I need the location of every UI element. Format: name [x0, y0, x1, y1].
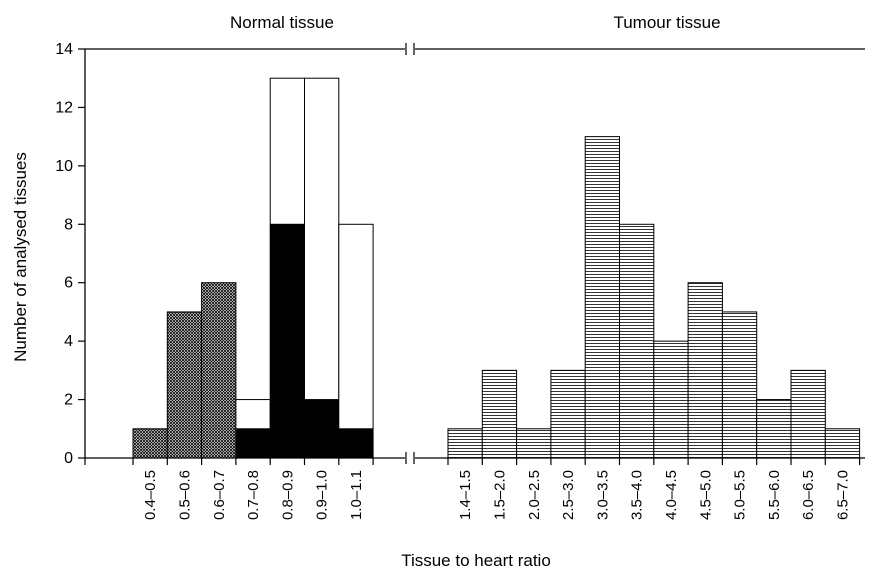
x-tick-label: 3.0–3.5: [594, 470, 611, 520]
y-tick-label: 2: [64, 392, 73, 409]
bar-normal-1-s0: [166, 311, 203, 459]
bar-normal-2-s0: [201, 282, 237, 459]
bar-tumour-6-s0: [653, 340, 689, 459]
x-tick-label: 0.6–0.7: [211, 470, 228, 520]
panel-title-normal: Normal tissue: [230, 13, 334, 32]
bar-tumour-3-s0: [550, 369, 586, 459]
x-tick-label: 4.5–5.0: [697, 470, 714, 520]
labels-layer: Normal tissue Tumour tissue Number of an…: [11, 13, 721, 570]
y-tick-label: 10: [55, 158, 73, 175]
x-tick-label: 5.5–6.0: [766, 470, 783, 520]
bar-tumour-9-s0: [756, 399, 792, 459]
bar-tumour-5-s0: [619, 223, 655, 459]
x-tick-label: 5.0–5.5: [732, 470, 749, 520]
x-tick-label: 3.5–4.0: [629, 470, 646, 520]
bar-normal-5-s2: [304, 77, 340, 401]
x-tick-label: 2.5–3.0: [560, 470, 577, 520]
bar-tumour-11-s0: [824, 428, 861, 459]
bar-normal-0-s0: [132, 428, 168, 459]
y-tick-label: 8: [64, 216, 73, 233]
bar-tumour-8-s0: [721, 311, 758, 459]
bar-tumour-2-s0: [516, 428, 552, 459]
x-tick-label: 6.5–7.0: [834, 470, 851, 520]
x-tick-label: 1.0–1.1: [348, 470, 365, 520]
bar-normal-4-s1: [269, 223, 306, 459]
x-tick-label: 6.0–6.5: [800, 470, 817, 520]
y-tick-label: 0: [64, 450, 73, 467]
bar-normal-3-s2: [235, 399, 271, 430]
axes-layer: 0.4–0.5 0.5–0.6 0.6–0.7 0.7–0.8 0.8–0.9 0.9–1…: [55, 41, 865, 520]
bar-tumour-1-s0: [481, 369, 518, 459]
panel-title-tumour: Tumour tissue: [613, 13, 720, 32]
bars-layer: [132, 77, 861, 459]
x-tick-label: 0.8–0.9: [279, 470, 296, 520]
bar-normal-3-s1: [235, 428, 271, 459]
bar-tumour-0-s0: [447, 428, 483, 459]
x-tick-label: 0.5–0.6: [176, 470, 193, 520]
y-tick-label: 6: [64, 275, 73, 292]
bar-normal-6-s1: [338, 428, 374, 459]
bar-normal-4-s2: [269, 77, 306, 225]
y-tick-label: 4: [64, 333, 73, 350]
x-tick-label: 0.9–1.0: [314, 470, 331, 520]
bar-tumour-10-s0: [790, 369, 826, 459]
y-axis-label: Number of analysed tissues: [11, 152, 30, 362]
y-tick-label: 14: [55, 41, 73, 58]
x-tick-label: 0.7–0.8: [245, 470, 262, 520]
bar-normal-6-s2: [338, 223, 374, 430]
x-tick-label: 1.4–1.5: [457, 470, 474, 520]
x-tick-label: 4.0–4.5: [663, 470, 680, 520]
y-tick-label: 12: [55, 99, 73, 116]
x-axis-label: Tissue to heart ratio: [401, 551, 551, 570]
x-tick-label: 0.4–0.5: [142, 470, 159, 520]
bar-tumour-4-s0: [584, 136, 621, 459]
x-tick-label: 2.0–2.5: [526, 470, 543, 520]
bar-tumour-7-s0: [687, 282, 723, 459]
bar-normal-5-s1: [304, 399, 340, 459]
x-tick-label: 1.5–2.0: [491, 470, 508, 520]
